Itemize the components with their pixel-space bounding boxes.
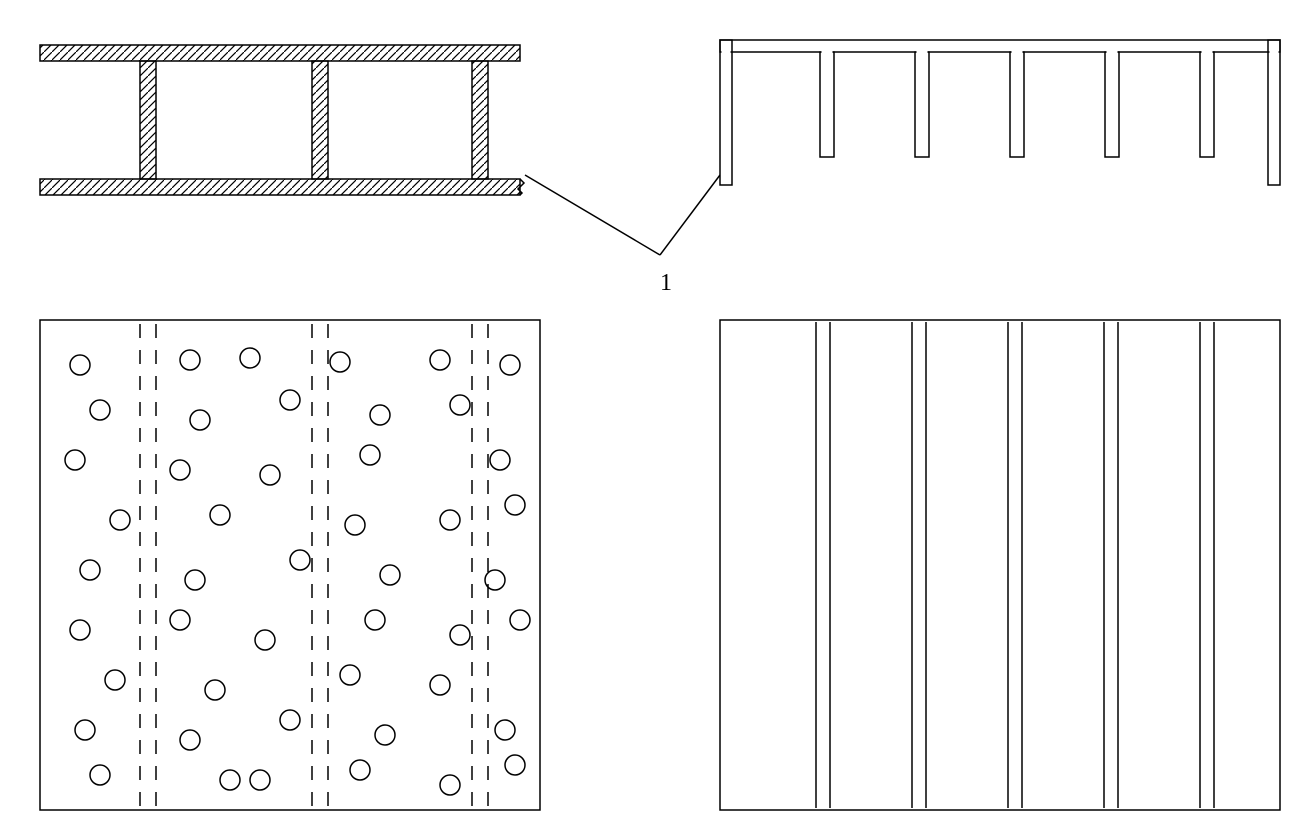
top-right-section [720, 40, 1280, 185]
bottom-left-panel [40, 320, 540, 810]
callout-label-1: 1 [660, 270, 672, 297]
figure-page: 1 [20, 20, 1291, 820]
top-left-section [40, 45, 524, 195]
figure-svg [20, 20, 1291, 820]
bottom-right-panel [720, 320, 1280, 810]
